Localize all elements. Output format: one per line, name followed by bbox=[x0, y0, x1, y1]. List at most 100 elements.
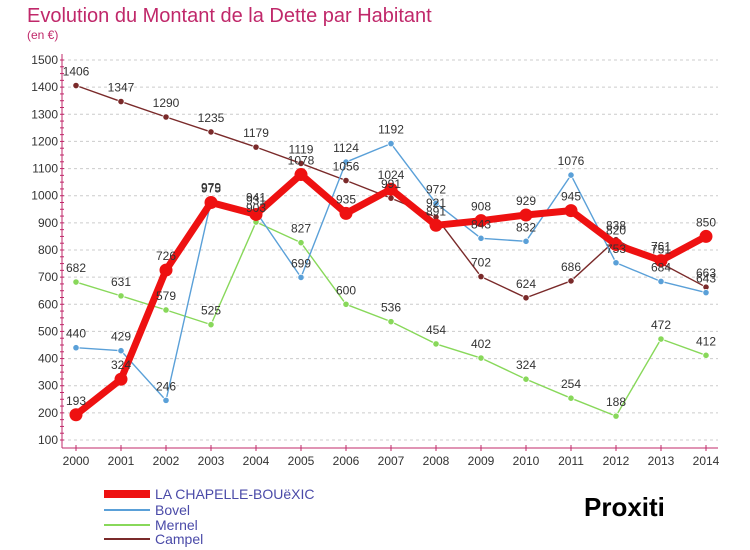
x-tick-label: 2012 bbox=[603, 454, 630, 468]
data-label: 193 bbox=[66, 394, 86, 408]
data-label: 454 bbox=[426, 323, 446, 337]
data-point bbox=[117, 347, 125, 355]
data-label: 663 bbox=[696, 266, 716, 280]
data-label: 1235 bbox=[198, 111, 225, 125]
data-point bbox=[477, 354, 485, 362]
data-label: 850 bbox=[696, 215, 716, 229]
x-tick-label: 2014 bbox=[693, 454, 720, 468]
y-tick-label: 1100 bbox=[32, 162, 58, 176]
data-label: 820 bbox=[606, 224, 626, 238]
data-label: 429 bbox=[111, 330, 131, 344]
data-point bbox=[612, 259, 620, 267]
data-label: 600 bbox=[336, 283, 356, 297]
data-label: 935 bbox=[336, 192, 356, 206]
y-tick-label: 1200 bbox=[31, 134, 58, 148]
x-tick-label: 2013 bbox=[648, 454, 675, 468]
data-label: 972 bbox=[426, 182, 446, 196]
data-label: 324 bbox=[516, 358, 536, 372]
data-point bbox=[567, 394, 575, 402]
x-tick-label: 2005 bbox=[288, 454, 315, 468]
data-point bbox=[72, 81, 80, 90]
data-point bbox=[249, 207, 263, 221]
data-label: 843 bbox=[471, 217, 491, 231]
x-tick-label: 2001 bbox=[108, 454, 135, 468]
data-point bbox=[162, 113, 170, 121]
y-tick-label: 500 bbox=[38, 324, 58, 338]
data-point bbox=[342, 158, 350, 166]
data-label: 908 bbox=[471, 200, 491, 214]
data-point bbox=[654, 254, 668, 268]
y-tick-label: 900 bbox=[38, 216, 58, 230]
data-label: 440 bbox=[66, 327, 86, 341]
x-tick-label: 2009 bbox=[468, 454, 495, 468]
data-label: 979 bbox=[201, 180, 221, 194]
data-label: 684 bbox=[651, 260, 671, 274]
data-point bbox=[72, 278, 80, 286]
legend-label: Bovel bbox=[155, 502, 190, 518]
data-label: 991 bbox=[381, 177, 401, 191]
y-tick-label: 1300 bbox=[31, 107, 58, 121]
data-point bbox=[609, 238, 623, 252]
series bbox=[69, 81, 713, 422]
data-label: 1290 bbox=[153, 96, 180, 110]
chart-title: Evolution du Montant de la Dette par Hab… bbox=[27, 5, 432, 27]
x-tick-label: 2011 bbox=[558, 454, 584, 468]
data-point bbox=[699, 229, 713, 243]
data-label: 525 bbox=[201, 304, 221, 318]
data-label: 832 bbox=[516, 220, 536, 234]
data-label: 1119 bbox=[289, 142, 314, 156]
data-point bbox=[339, 206, 353, 220]
data-point bbox=[612, 412, 620, 420]
x-tick-label: 2007 bbox=[378, 454, 405, 468]
y-tick-label: 400 bbox=[38, 352, 58, 366]
data-labels: 1406 1347 1290 1235 1179 1119 1056 991 921 702 624… bbox=[63, 65, 717, 410]
y-tick-label: 1400 bbox=[31, 80, 58, 94]
data-label: 472 bbox=[651, 318, 671, 332]
data-point bbox=[294, 168, 308, 182]
data-point bbox=[207, 128, 215, 136]
data-label: 751 bbox=[651, 242, 671, 256]
data-point bbox=[72, 344, 80, 352]
data-label: 1192 bbox=[378, 123, 404, 137]
y-tick-label: 700 bbox=[38, 270, 58, 284]
data-label: 1406 bbox=[63, 65, 90, 79]
data-label: 921 bbox=[426, 196, 446, 210]
data-point bbox=[657, 277, 665, 286]
data-label: 761 bbox=[651, 240, 671, 254]
data-label: 1024 bbox=[378, 168, 405, 182]
data-label: 1056 bbox=[333, 160, 360, 174]
data-point bbox=[387, 140, 395, 148]
data-point bbox=[477, 234, 485, 242]
data-point bbox=[204, 196, 218, 209]
data-point bbox=[342, 176, 350, 185]
data-point bbox=[522, 294, 530, 302]
logo-text: Proxiti bbox=[584, 492, 665, 522]
data-label: 324 bbox=[111, 358, 131, 372]
chart-subtitle: (en €) bbox=[27, 28, 58, 42]
data-point bbox=[702, 351, 710, 359]
data-point bbox=[567, 277, 575, 285]
data-point bbox=[162, 306, 170, 314]
y-tick-label: 300 bbox=[38, 379, 58, 393]
data-point bbox=[252, 143, 260, 151]
data-point bbox=[117, 292, 125, 300]
data-point bbox=[69, 408, 83, 422]
data-label: 1179 bbox=[243, 126, 269, 140]
y-tick-label: 200 bbox=[38, 406, 58, 420]
legend-label: Mernel bbox=[155, 517, 198, 533]
data-point bbox=[384, 182, 398, 196]
x-tick-label: 2002 bbox=[153, 454, 180, 468]
data-point bbox=[429, 218, 443, 232]
data-point bbox=[702, 289, 710, 297]
data-point bbox=[522, 237, 530, 245]
data-point bbox=[567, 171, 575, 179]
data-label: 726 bbox=[156, 249, 176, 263]
x-tick-label: 2010 bbox=[513, 454, 540, 468]
data-label: 682 bbox=[66, 261, 86, 275]
data-label: 254 bbox=[561, 377, 581, 391]
data-label: 753 bbox=[606, 242, 626, 256]
x-tick-label: 2000 bbox=[63, 454, 90, 468]
data-label: 643 bbox=[696, 272, 716, 286]
data-label: 402 bbox=[471, 337, 491, 351]
